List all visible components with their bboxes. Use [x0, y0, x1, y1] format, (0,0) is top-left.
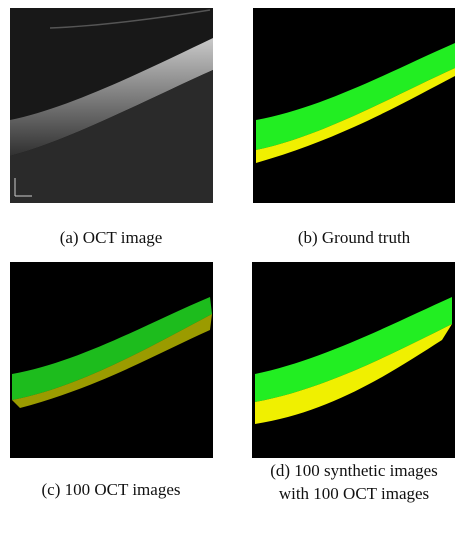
prediction-image [10, 262, 213, 458]
caption: (d) 100 synthetic images [270, 461, 438, 480]
caption: with 100 OCT images [279, 484, 429, 503]
prediction-image [252, 262, 455, 458]
caption: (b) Ground truth [298, 228, 411, 247]
caption: (a) OCT image [60, 228, 163, 247]
caption: (c) 100 OCT images [42, 480, 181, 499]
ground-truth-image [253, 8, 455, 203]
oct-image [10, 8, 213, 203]
